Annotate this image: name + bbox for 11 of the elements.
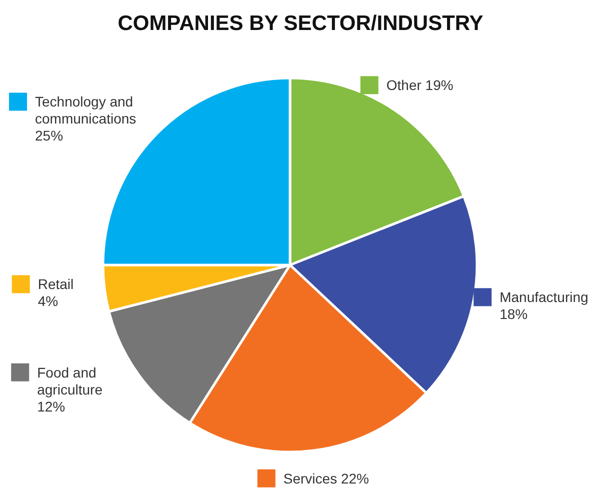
data-label: 25% <box>35 128 64 144</box>
legend-label: Other 19% <box>386 77 454 94</box>
data-label: 4% <box>38 293 58 310</box>
legend-label: Manufacturing <box>500 289 588 306</box>
legend-label: Retail <box>38 276 74 292</box>
legend-label: Technology and communications <box>35 94 136 127</box>
data-label: 12% <box>37 398 66 414</box>
data-label: 18% <box>500 306 528 322</box>
chart-title: COMPANIES BY SECTOR/INDUSTRY <box>118 12 484 35</box>
legend-label: Food and agriculture <box>37 364 103 398</box>
legend-label: Services 22% <box>283 470 369 486</box>
